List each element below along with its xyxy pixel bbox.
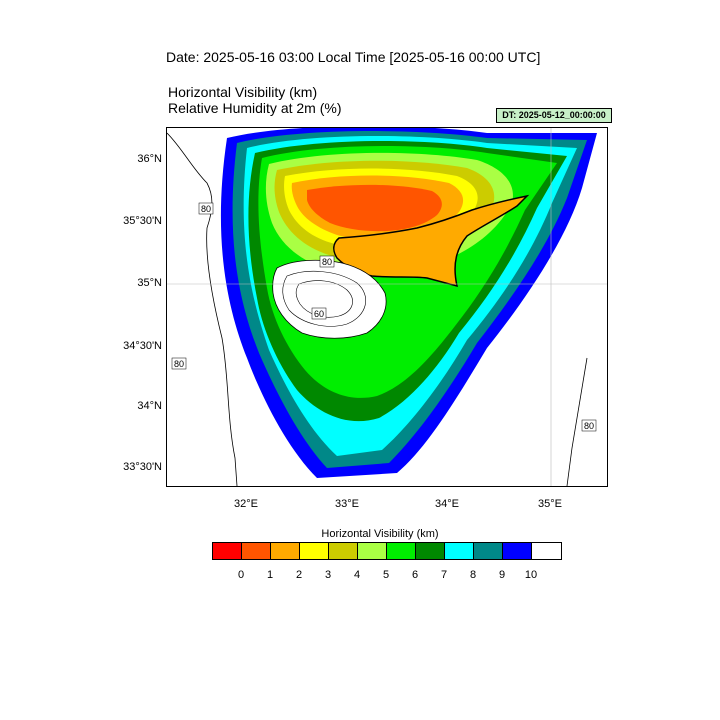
lat-label: 36°N	[137, 153, 162, 165]
visibility-band-1km	[307, 184, 442, 232]
colorbar-tick-label: 7	[440, 569, 448, 581]
lat-label: 34°30'N	[123, 340, 162, 352]
colorbar-tick-label: 8	[469, 569, 477, 581]
coastline-east	[566, 357, 588, 486]
lat-label: 35°30'N	[123, 215, 162, 227]
map-panel: 80 80 80 80 60	[166, 127, 608, 487]
colorbar-swatch	[416, 543, 445, 559]
coastline-west	[167, 132, 238, 486]
lat-label: 34°N	[137, 400, 162, 412]
colorbar-tick-label: 10	[524, 569, 538, 581]
colorbar-swatch	[213, 543, 242, 559]
colorbar-tick-label: 6	[411, 569, 419, 581]
colorbar-swatch	[503, 543, 532, 559]
lat-label: 35°N	[137, 277, 162, 289]
contour-label: 80	[322, 257, 332, 267]
colorbar-tick-label: 4	[353, 569, 361, 581]
plot-title: Date: 2025-05-16 03:00 Local Time [2025-…	[166, 49, 541, 65]
colorbar-tick-label: 9	[498, 569, 506, 581]
lat-label: 33°30'N	[123, 461, 162, 473]
contour-label: 80	[174, 359, 184, 369]
colorbar-tick-label: 3	[324, 569, 332, 581]
colorbar-swatch	[532, 543, 561, 559]
lon-label: 32°E	[234, 498, 258, 510]
contour-line-1	[282, 271, 366, 327]
colorbar-swatch	[271, 543, 300, 559]
colorbar-tick-label: 2	[295, 569, 303, 581]
colorbar-tick-label: 0	[237, 569, 245, 581]
lon-label: 33°E	[335, 498, 359, 510]
colorbar-swatch	[300, 543, 329, 559]
map-canvas: 80 80 80 80 60	[167, 128, 607, 486]
colorbar-swatch	[358, 543, 387, 559]
contour-area-south	[272, 259, 387, 339]
colorbar-swatch	[387, 543, 416, 559]
contour-label: 60	[314, 309, 324, 319]
field-label-visibility: Horizontal Visibility (km)	[168, 84, 318, 100]
dt-badge: DT: 2025-05-12_00:00:00	[496, 108, 612, 123]
colorbar-title: Horizontal Visibility (km)	[321, 528, 439, 540]
colorbar-swatch	[474, 543, 503, 559]
contour-line-2	[295, 280, 353, 318]
colorbar-swatch	[329, 543, 358, 559]
colorbar	[212, 542, 562, 560]
colorbar-tick-label: 1	[266, 569, 274, 581]
colorbar-swatch	[445, 543, 474, 559]
colorbar-swatch	[242, 543, 271, 559]
field-label-humidity: Relative Humidity at 2m (%)	[168, 100, 342, 116]
lon-label: 34°E	[435, 498, 459, 510]
lon-label: 35°E	[538, 498, 562, 510]
contour-label: 80	[201, 204, 211, 214]
contour-label: 80	[584, 421, 594, 431]
colorbar-tick-label: 5	[382, 569, 390, 581]
